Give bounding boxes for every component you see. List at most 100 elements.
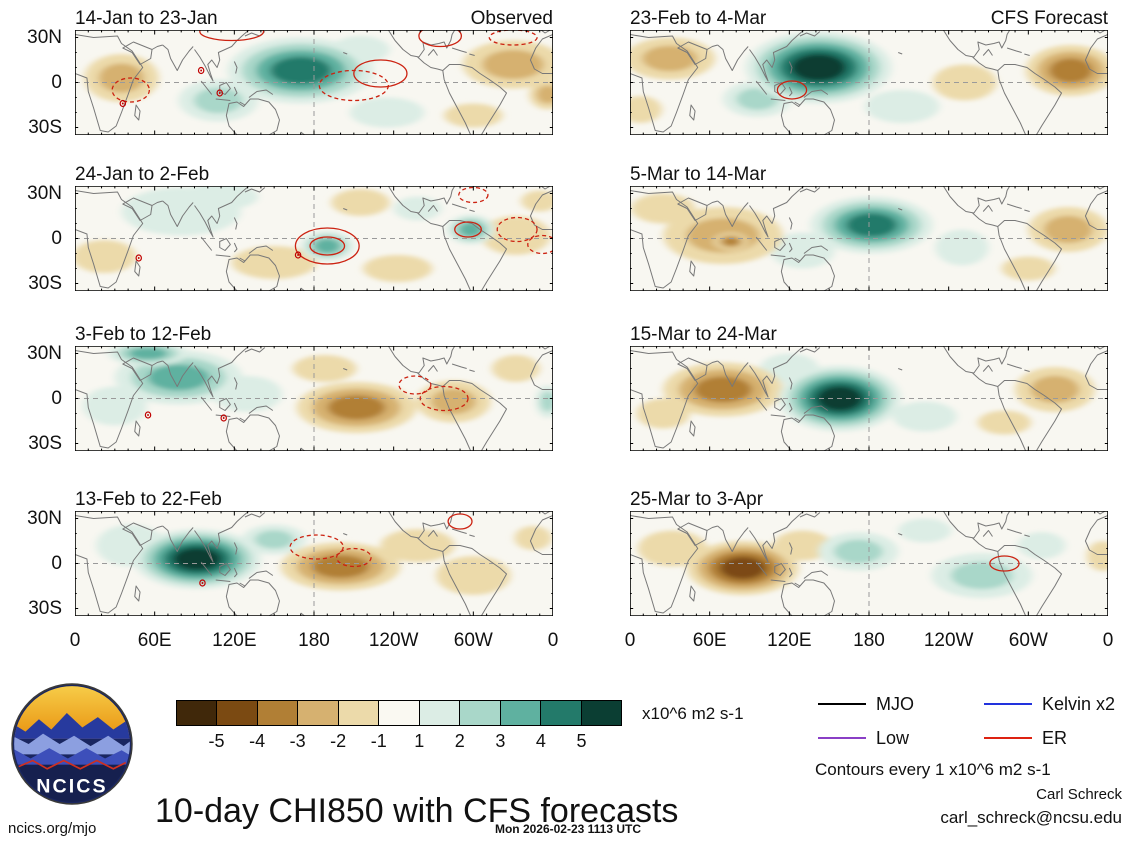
colorbar-tick-label: -5 [208, 731, 225, 751]
logo-text: NCICS [36, 776, 107, 798]
panel-title: 23-Feb to 4-Mar [630, 8, 767, 29]
legend-line-er [984, 737, 1032, 739]
x-axis-label: 60E [692, 630, 727, 651]
logo-ring [11, 683, 133, 805]
panel-observed-2: 24-Jan to 2-Feb [75, 162, 553, 291]
colorbar-segment [297, 701, 338, 725]
y-axis-label: 30N [27, 182, 62, 204]
panel-forecast-4: 25-Mar to 3-Apr [630, 487, 1108, 616]
timestamp: Mon 2026-02-23 1113 UTC [494, 822, 642, 836]
panel-title-row: 24-Jan to 2-Feb [75, 162, 553, 186]
panel-title-row: 15-Mar to 24-Mar [630, 322, 1108, 346]
legend-line-mjo [818, 703, 866, 705]
panel-title: 15-Mar to 24-Mar [630, 324, 777, 345]
panel-observed-3: 3-Feb to 12-Feb [75, 322, 553, 451]
colorbar-tick-label: 4 [535, 731, 546, 751]
x-axis-label: 60W [453, 630, 493, 651]
panel-corner-label: CFS Forecast [990, 8, 1108, 29]
x-axis-labels-left: 0 60E 120E 180 120W 60W 0 [70, 630, 559, 656]
x-axis-label: 120W [368, 630, 419, 651]
panel-forecast-1: 23-Feb to 4-Mar CFS Forecast [630, 6, 1108, 135]
logo-red-zigzag [17, 759, 127, 770]
colorbar-tick-label: -1 [370, 731, 387, 751]
panel-observed-1: 14-Jan to 23-Jan Observed [75, 6, 553, 135]
colorbar-tick-label: 5 [576, 731, 587, 751]
panel-title-row: 3-Feb to 12-Feb [75, 322, 553, 346]
author-name: Carl Schreck [1036, 786, 1122, 803]
colorbar-segment [177, 701, 217, 725]
colorbar-segment [540, 701, 581, 725]
colorbar-segment [216, 701, 257, 725]
colorbar-tick-label: 1 [414, 731, 425, 751]
x-axis-labels-right: 0 60E 120E 180 120W 60W 0 [625, 630, 1114, 656]
y-axis-label: 30S [28, 432, 62, 454]
panel-title-row: 23-Feb to 4-Mar CFS Forecast [630, 6, 1108, 30]
x-axis-label: 120W [923, 630, 974, 651]
colorbar-segment [580, 701, 621, 725]
y-axis-label: 30S [28, 597, 62, 619]
colorbar-segment [459, 701, 500, 725]
panel-title-row: 13-Feb to 22-Feb [75, 487, 553, 511]
x-axis-label: 180 [298, 630, 330, 651]
y-axis-label: 30S [28, 116, 62, 138]
x-axis-label: 120E [767, 630, 812, 651]
x-axis-label: 0 [1102, 630, 1114, 651]
legend-label-er: ER [1042, 728, 1068, 748]
logo-mountains-mid [14, 733, 130, 755]
map-canvas [630, 511, 1108, 616]
panel-title-row: 25-Mar to 3-Apr [630, 487, 1108, 511]
footer-url: ncics.org/mjo [8, 820, 97, 837]
y-axis-label: 30N [27, 26, 62, 48]
colorbar-segment [337, 701, 379, 725]
x-axis-label: 0 [69, 630, 81, 651]
contour-note: Contours every 1 x10^6 m2 s-1 [815, 760, 1051, 779]
map-canvas [75, 186, 553, 291]
map-canvas [630, 30, 1108, 135]
panel-forecast-2: 5-Mar to 14-Mar [630, 162, 1108, 291]
logo-mountains-near [14, 748, 130, 770]
colorbar-unit: x10^6 m2 s-1 [642, 704, 744, 723]
x-axis-label: 60E [137, 630, 172, 651]
y-axis-label: 0 [51, 227, 62, 249]
panel-forecast-3: 15-Mar to 24-Mar [630, 322, 1108, 451]
map-canvas [75, 511, 553, 616]
y-axis-label: 30S [28, 272, 62, 294]
author-email: carl_schreck@ncsu.edu [940, 808, 1122, 827]
x-axis-label: 0 [547, 630, 559, 651]
legend-label-mjo: MJO [876, 694, 914, 714]
panel-title-row: 5-Mar to 14-Mar [630, 162, 1108, 186]
y-axis-label: 0 [51, 552, 62, 574]
panel-title: 5-Mar to 14-Mar [630, 164, 767, 185]
x-axis-label: 0 [624, 630, 636, 651]
legend-label-low: Low [876, 728, 910, 748]
legend-line-low [818, 737, 866, 739]
panel-title: 24-Jan to 2-Feb [75, 164, 210, 185]
colorbar [176, 700, 622, 726]
panel-title: 25-Mar to 3-Apr [630, 489, 764, 510]
y-axis-label: 0 [51, 71, 62, 93]
colorbar-tick-label: -4 [249, 731, 266, 751]
ncics-logo: NCICS [11, 683, 133, 805]
colorbar-segment [499, 701, 541, 725]
colorbar-tick-labels: -5 -4 -3 -2 -1 1 2 3 4 5 [176, 731, 622, 753]
legend-line-kelvin [984, 703, 1032, 705]
colorbar-tick-label: 2 [454, 731, 465, 751]
map-canvas [75, 346, 553, 451]
y-axis-label: 30N [27, 342, 62, 364]
panel-title: 14-Jan to 23-Jan [75, 8, 218, 29]
colorbar-segment [256, 701, 298, 725]
colorbar-tick-label: 3 [495, 731, 506, 751]
x-axis-label: 60W [1008, 630, 1048, 651]
y-axis-label: 30N [27, 507, 62, 529]
colorbar-segment [378, 701, 419, 725]
panel-corner-label: Observed [470, 8, 553, 29]
logo-mountains-far [14, 713, 130, 739]
colorbar-segment [418, 701, 460, 725]
map-canvas [630, 346, 1108, 451]
legend-label-kelvin: Kelvin x2 [1042, 694, 1116, 714]
x-axis-label: 120E [212, 630, 257, 651]
map-canvas [75, 30, 553, 135]
y-axis-label: 0 [51, 387, 62, 409]
figure-title: 10-day CHI850 with CFS forecasts [155, 792, 679, 830]
